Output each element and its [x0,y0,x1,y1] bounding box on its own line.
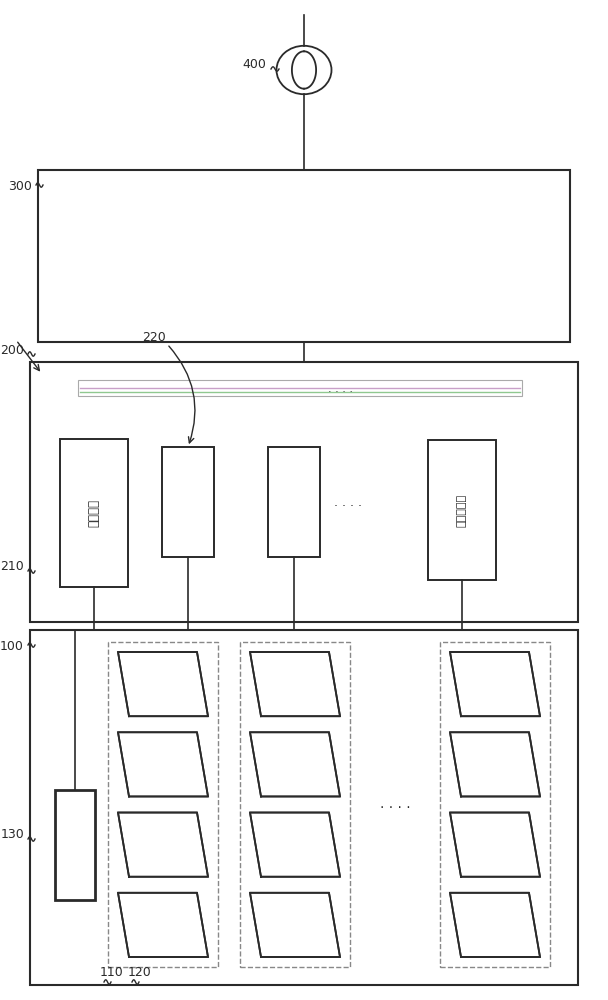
Text: 控制单元: 控制单元 [88,499,100,527]
Polygon shape [118,732,208,796]
Polygon shape [118,893,208,957]
Text: 300: 300 [8,180,32,193]
Text: 120: 120 [128,966,152,979]
Bar [108,642,218,967]
Text: 130: 130 [0,828,24,842]
Polygon shape [450,652,540,716]
Bar [268,447,320,557]
Polygon shape [450,732,540,796]
Bar [440,642,550,967]
Text: 220: 220 [142,331,166,344]
Text: 110: 110 [100,966,124,979]
Text: . . . .: . . . . [334,495,362,508]
Polygon shape [250,893,340,957]
Polygon shape [250,732,340,796]
Text: . . . .: . . . . [379,798,410,812]
Polygon shape [118,652,208,716]
Bar [38,170,570,342]
Bar [240,642,350,967]
Text: 100: 100 [0,640,24,653]
Text: 400: 400 [242,58,266,72]
Bar [60,439,128,587]
Bar [30,362,578,622]
Polygon shape [250,652,340,716]
Bar [30,630,578,985]
Text: 中控制装置: 中控制装置 [457,493,467,527]
Bar [162,447,214,557]
Polygon shape [250,813,340,877]
Text: 200: 200 [0,344,24,357]
Bar [78,380,522,396]
Bar [428,440,496,580]
Polygon shape [118,813,208,877]
Polygon shape [450,813,540,877]
Bar [55,790,95,900]
Polygon shape [450,893,540,957]
Text: 210: 210 [0,560,24,574]
Text: . . . .: . . . . [328,384,353,394]
